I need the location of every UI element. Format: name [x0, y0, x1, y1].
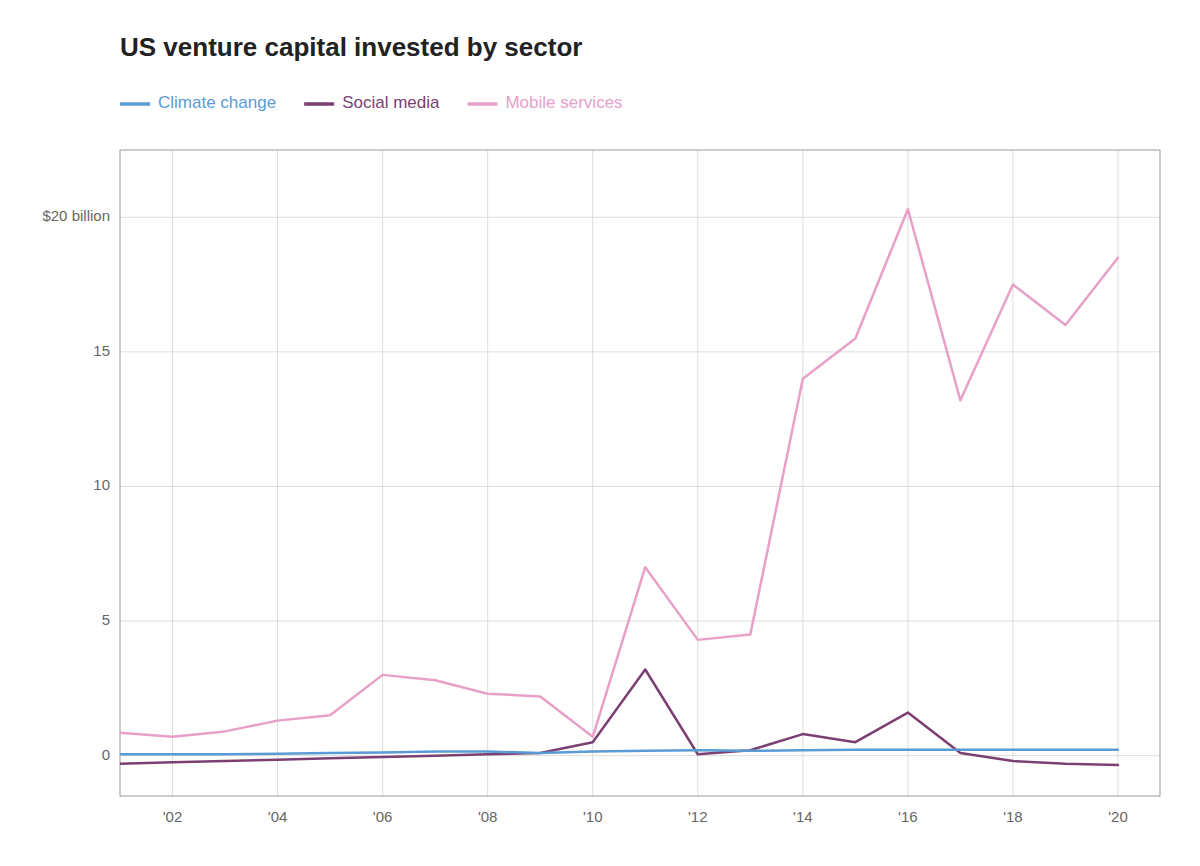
x-tick-label: '18: [1003, 808, 1023, 825]
legend-label: Social media: [342, 93, 440, 112]
x-tick-label: '10: [583, 808, 603, 825]
x-tick-label: '20: [1108, 808, 1128, 825]
x-tick-label: '04: [268, 808, 288, 825]
legend-swatch: [120, 102, 150, 106]
legend-label: Climate change: [158, 93, 276, 112]
title: US venture capital invested by sector: [120, 32, 582, 62]
series-line: [120, 669, 1118, 765]
lines: [120, 209, 1118, 765]
y-grid-line: [120, 351, 1160, 352]
x-grid-line: [592, 150, 593, 796]
y-tick-label: 15: [93, 342, 110, 359]
y-grid-line: [120, 217, 1160, 218]
series-line: [120, 209, 1118, 737]
y-tick-label: 0: [102, 746, 110, 763]
x-tick-label: '12: [688, 808, 708, 825]
series-line: [120, 750, 1118, 755]
x-tick-label: '02: [163, 808, 183, 825]
x-tick-label: '08: [478, 808, 498, 825]
x-tick-label: '14: [793, 808, 813, 825]
legend-swatch: [467, 102, 497, 106]
grid: [120, 150, 1160, 796]
y-grid-line: [120, 621, 1160, 622]
legend-swatch: [304, 102, 334, 106]
x-tick-label: '06: [373, 808, 393, 825]
y-tick-label: $20 billion: [42, 207, 110, 224]
x-grid-line: [277, 150, 278, 796]
y-grid-line: [120, 486, 1160, 487]
chart: US venture capital invested by sector 0 5 1…: [0, 0, 1200, 866]
legend-item: Mobile services: [467, 93, 622, 112]
x-grid-line: [172, 150, 173, 796]
x-grid-line: [382, 150, 383, 796]
legend: Climate change Social media Mobile service…: [120, 93, 623, 112]
tick-labels: 0 5 10 15 $20 billion '02 '04 '06 '08 '10 '12 '14 '1…: [42, 207, 1127, 825]
x-grid-line: [907, 150, 908, 796]
x-tick-label: '16: [898, 808, 918, 825]
y-tick-label: 5: [102, 611, 110, 628]
x-grid-line: [697, 150, 698, 796]
y-tick-label: 10: [93, 476, 110, 493]
legend-item: Social media: [304, 93, 440, 112]
x-grid-line: [802, 150, 803, 796]
x-grid-line: [1117, 150, 1118, 796]
y-grid-line: [120, 755, 1160, 756]
plot-frame: [120, 150, 1160, 796]
x-grid-line: [487, 150, 488, 796]
legend-label: Mobile services: [505, 93, 622, 112]
x-grid-line: [1012, 150, 1013, 796]
legend-item: Climate change: [120, 93, 276, 112]
